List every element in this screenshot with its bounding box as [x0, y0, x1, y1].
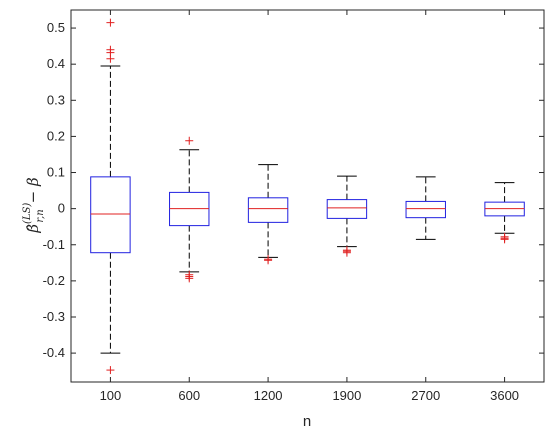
y-tick-label: -0.2: [43, 273, 65, 288]
outlier-marker: [342, 248, 351, 257]
outlier-marker: [106, 366, 115, 375]
y-tick-label: -0.3: [43, 309, 65, 324]
box-1200: [247, 164, 289, 265]
y-axis-label-subscript: r,n: [35, 209, 46, 222]
iqr-box: [247, 197, 289, 223]
svg-text:β̂(LS)r,n− β: β̂(LS) r,n − β: [22, 177, 46, 234]
outlier-marker: [185, 136, 194, 145]
y-axis-label-base: β̂: [24, 224, 42, 234]
y-axis-label-superscript: (LS): [22, 203, 33, 224]
box-1900: [326, 175, 368, 257]
box-600: [169, 136, 210, 283]
iqr-box: [90, 176, 131, 254]
y-tick-label: -0.1: [43, 237, 65, 252]
x-tick-label: 1900: [332, 388, 361, 403]
y-axis: -0.4 -0.3 -0.2 -0.1 0 0.1 0.2 0.3 0.4 0.5: [43, 20, 544, 360]
y-tick-label: 0.5: [47, 20, 65, 35]
x-axis-label: n: [303, 413, 311, 430]
box-series: [90, 18, 525, 375]
x-tick-label: 1200: [254, 388, 283, 403]
y-tick-label: 0.4: [47, 56, 65, 71]
y-tick-label: -0.4: [43, 345, 65, 360]
outlier-marker: [500, 235, 509, 244]
y-axis-label: β̂(LS) r,n − β: [22, 177, 46, 234]
iqr-box: [326, 199, 368, 219]
box-3600: [484, 182, 525, 244]
y-axis-label-suffix: − β: [24, 177, 42, 203]
x-tick-label: 600: [178, 388, 200, 403]
plot-area: [70, 9, 545, 383]
y-tick-label: 0.2: [47, 128, 65, 143]
box-2700: [405, 176, 446, 240]
x-tick-label: 2700: [411, 388, 440, 403]
x-tick-label: 100: [100, 388, 122, 403]
x-axis: 100 600 1200 1900 2700 3600: [100, 10, 519, 403]
outlier-marker: [106, 54, 115, 63]
outlier-marker: [264, 256, 273, 265]
outlier-marker: [185, 274, 194, 283]
y-tick-label: 0.3: [47, 92, 65, 107]
y-tick-label: 0.1: [47, 165, 65, 180]
y-tick-label: 0: [58, 201, 65, 216]
box-100: [90, 18, 131, 375]
outlier-marker: [106, 18, 115, 27]
iqr-box: [405, 200, 446, 219]
x-tick-label: 3600: [490, 388, 519, 403]
